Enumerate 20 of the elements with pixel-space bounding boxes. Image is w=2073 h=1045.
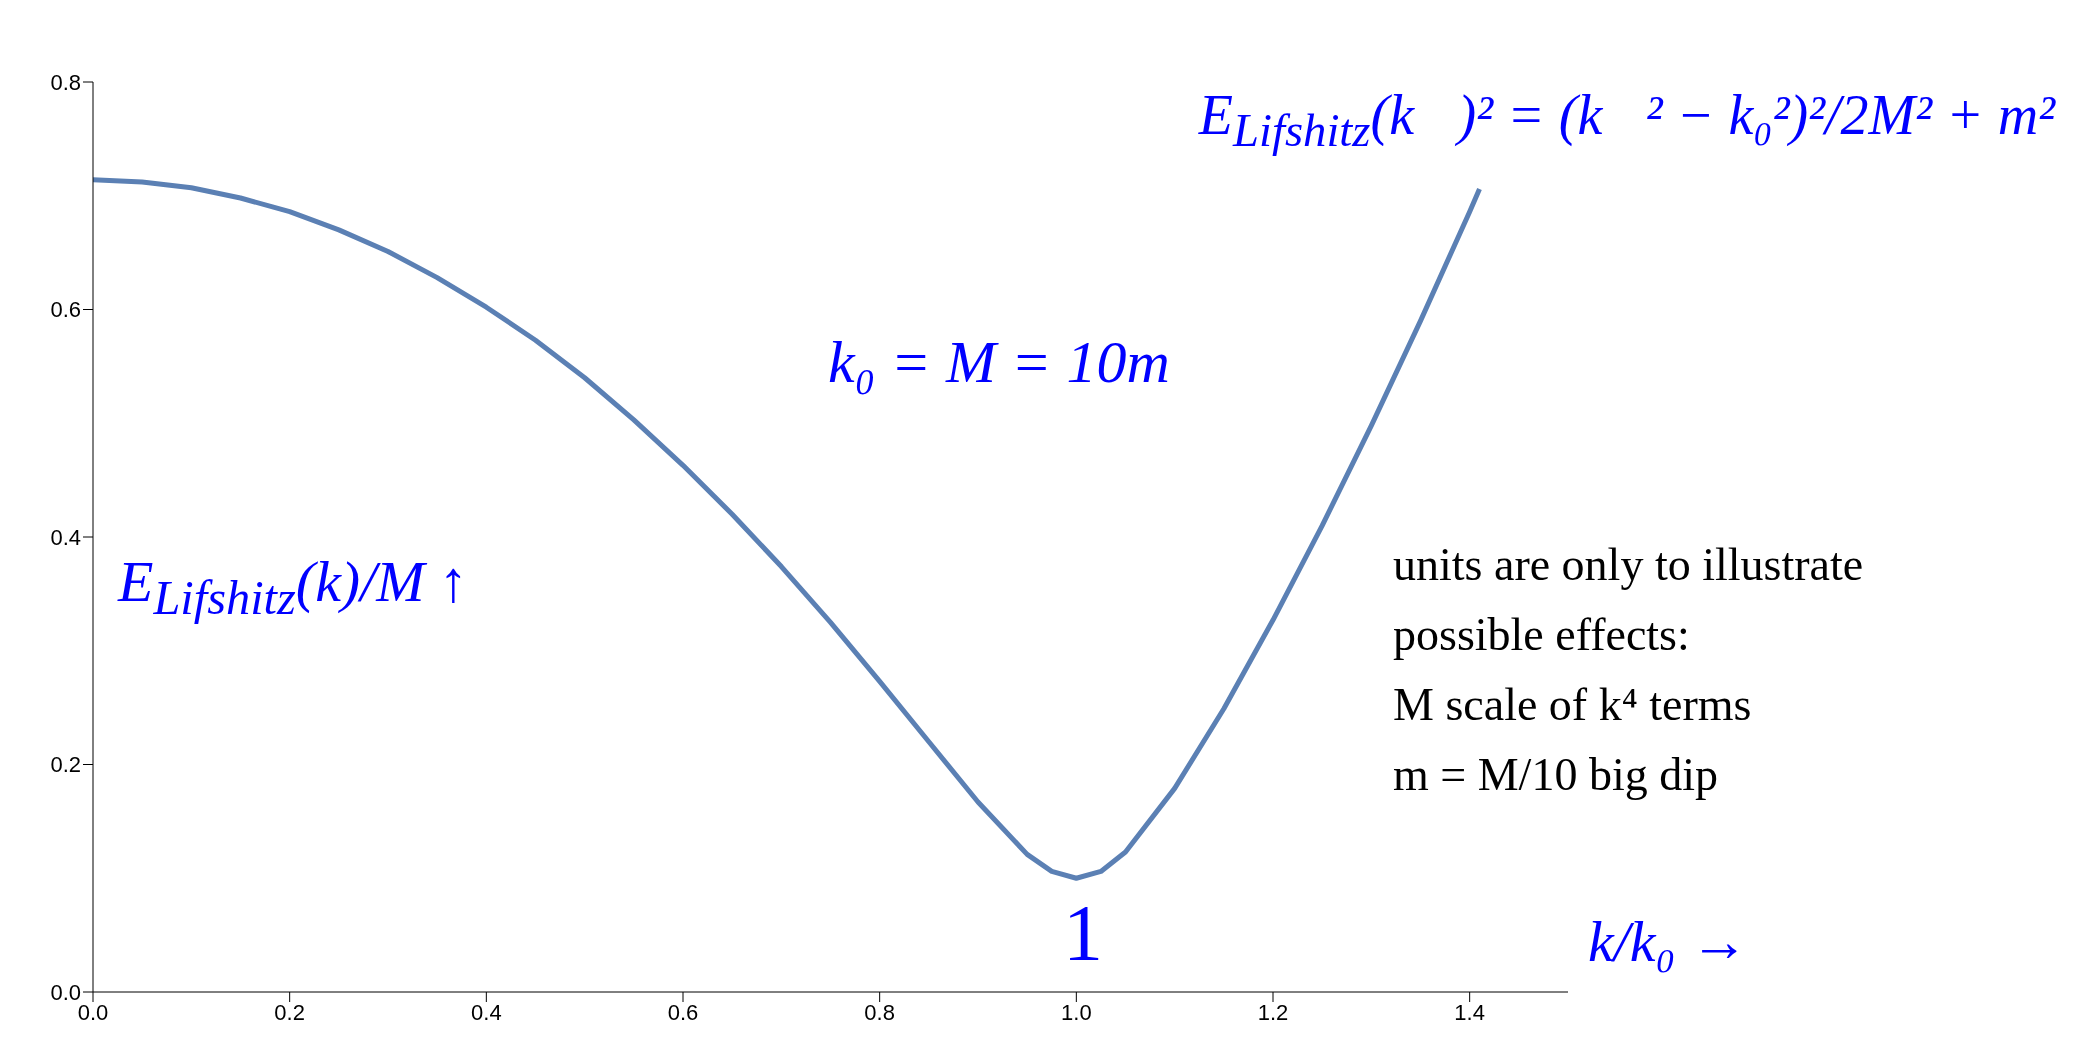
x-tick-label: 0.6 xyxy=(667,999,699,1025)
y-tick-label: 0.4 xyxy=(50,524,81,550)
y-tick-label: 0.6 xyxy=(50,297,81,323)
y-tick-label: 0.8 xyxy=(50,69,81,95)
annotation: possible effects: xyxy=(1393,608,1690,661)
annotation: M scale of k⁴ terms xyxy=(1393,678,1752,731)
y-axis-title: E$_{Lifshitz}$(k)/M ↑ xyxy=(118,548,469,625)
annotation: 1 xyxy=(1063,888,1103,979)
x-tick-label: 1.4 xyxy=(1454,999,1485,1025)
annotation: m = M/10 big dip xyxy=(1393,748,1718,801)
annotation: units are only to illustrate xyxy=(1393,538,1864,591)
x-tick-label: 1.0 xyxy=(1061,999,1092,1025)
x-tick-label: 1.2 xyxy=(1257,999,1289,1025)
x-tick-label: 0.8 xyxy=(864,999,895,1025)
x-tick-label: 0.2 xyxy=(274,999,305,1025)
x-tick-label: 0.4 xyxy=(471,999,502,1025)
annotation: E$_{Lifshitz}$(k⃗)² = (k⃗² − k₀²)²/2M² + m² xyxy=(1198,83,2055,158)
x-axis-title: k/k₀ → xyxy=(1588,908,1749,975)
y-tick-label: 0.2 xyxy=(50,752,81,778)
annotation: k₀ = M = 10m xyxy=(828,328,1170,397)
